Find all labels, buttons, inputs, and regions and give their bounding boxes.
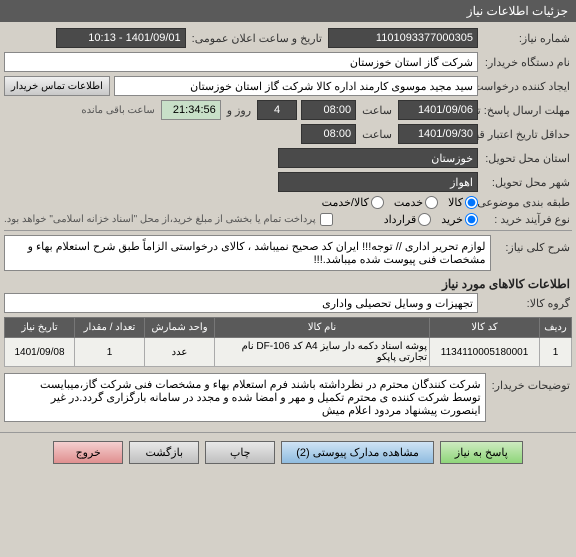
radio-kala-label: کالا bbox=[448, 196, 463, 209]
th-row: ردیف bbox=[540, 318, 572, 338]
radio-khedmat[interactable] bbox=[425, 196, 438, 209]
radio-contract[interactable] bbox=[418, 213, 431, 226]
treasury-note: پرداخت تمام یا بخشی از مبلغ خرید،از محل … bbox=[4, 214, 316, 225]
city-label: شهر محل تحویل: bbox=[482, 176, 572, 189]
time-label-2: ساعت bbox=[360, 128, 394, 141]
radio-buy-label: خرید bbox=[441, 213, 463, 226]
remain-time-field bbox=[161, 100, 221, 120]
print-button[interactable]: چاپ bbox=[205, 441, 275, 464]
radio-buy[interactable] bbox=[465, 213, 478, 226]
th-date: تاریخ نیاز bbox=[5, 318, 75, 338]
process-radio-group: خرید قرارداد bbox=[384, 213, 478, 226]
buyer-notes-text: شرکت کنندگان محترم در نظرداشته باشند فرم… bbox=[4, 373, 486, 422]
need-desc-label: شرح کلی نیاز: bbox=[495, 235, 572, 254]
respond-button[interactable]: پاسخ به نیاز bbox=[440, 441, 523, 464]
category-radio-group: کالا خدمت کالا/خدمت bbox=[322, 196, 478, 209]
city-field bbox=[278, 172, 478, 192]
title-bar: جزئیات اطلاعات نیاز bbox=[0, 0, 576, 22]
day-and-label: روز و bbox=[225, 104, 253, 117]
items-section-title: اطلاعات کالاهای مورد نیاز bbox=[6, 277, 570, 291]
cell-unit: عدد bbox=[145, 338, 215, 367]
th-code: کد کالا bbox=[430, 318, 540, 338]
deadline-send-label: مهلت ارسال پاسخ: تا تاریخ: bbox=[482, 104, 572, 117]
remaining-label: ساعت باقی مانده bbox=[79, 105, 156, 116]
th-qty: تعداد / مقدار bbox=[75, 318, 145, 338]
buyer-label: نام دستگاه خریدار: bbox=[482, 56, 572, 69]
need-desc-text: لوازم تحریر اداری // توجه!!! ایران کد صح… bbox=[4, 235, 491, 271]
main-panel: شماره نیاز: تاریخ و ساعت اعلان عمومی: نا… bbox=[0, 22, 576, 432]
exit-button[interactable]: خروج bbox=[53, 441, 123, 464]
remain-days-field bbox=[257, 100, 297, 120]
province-field bbox=[278, 148, 478, 168]
deadline-date-field bbox=[398, 100, 478, 120]
valid-date-field bbox=[398, 124, 478, 144]
category-label: طبقه بندی موضوعی: bbox=[482, 196, 572, 209]
need-no-label: شماره نیاز: bbox=[482, 32, 572, 45]
back-button[interactable]: بازگشت bbox=[129, 441, 199, 464]
table-header-row: ردیف کد کالا نام کالا واحد شمارش تعداد /… bbox=[5, 318, 572, 338]
announce-field bbox=[56, 28, 186, 48]
radio-contract-label: قرارداد bbox=[384, 213, 417, 226]
process-label: نوع فرآیند خرید : bbox=[482, 213, 572, 226]
window-title: جزئیات اطلاعات نیاز bbox=[467, 4, 568, 18]
requester-label: ایجاد کننده درخواست: bbox=[482, 80, 572, 93]
radio-kala[interactable] bbox=[465, 196, 478, 209]
table-row[interactable]: 1 1134110005180001 پوشه اسناد دکمه دار س… bbox=[5, 338, 572, 367]
announce-label: تاریخ و ساعت اعلان عمومی: bbox=[190, 32, 324, 45]
need-no-field bbox=[328, 28, 478, 48]
separator-1 bbox=[4, 230, 572, 231]
attachments-button[interactable]: مشاهده مدارک پیوستی (2) bbox=[281, 441, 434, 464]
treasury-checkbox[interactable] bbox=[320, 213, 333, 226]
deadline-time-field bbox=[301, 100, 356, 120]
cell-qty: 1 bbox=[75, 338, 145, 367]
buyer-field bbox=[4, 52, 478, 72]
radio-both-label: کالا/خدمت bbox=[322, 196, 369, 209]
radio-both[interactable] bbox=[371, 196, 384, 209]
cell-name: پوشه اسناد دکمه دار سایز A4 کد DF-106 نا… bbox=[215, 338, 430, 367]
items-table: ردیف کد کالا نام کالا واحد شمارش تعداد /… bbox=[4, 317, 572, 367]
th-unit: واحد شمارش bbox=[145, 318, 215, 338]
cell-code: 1134110005180001 bbox=[430, 338, 540, 367]
deadline-valid-label: حداقل تاریخ اعتبار قیمت تا تاریخ: bbox=[482, 128, 572, 141]
cell-rownum: 1 bbox=[540, 338, 572, 367]
radio-khedmat-label: خدمت bbox=[394, 196, 423, 209]
th-name: نام کالا bbox=[215, 318, 430, 338]
requester-field bbox=[114, 76, 478, 96]
valid-time-field bbox=[301, 124, 356, 144]
buyer-notes-label: توضیحات خریدار: bbox=[490, 373, 572, 392]
group-field bbox=[4, 293, 478, 313]
cell-date: 1401/09/08 bbox=[5, 338, 75, 367]
footer-buttons: پاسخ به نیاز مشاهده مدارک پیوستی (2) چاپ… bbox=[0, 432, 576, 472]
time-label-1: ساعت bbox=[360, 104, 394, 117]
contact-buyer-button[interactable]: اطلاعات تماس خریدار bbox=[4, 76, 110, 96]
province-label: استان محل تحویل: bbox=[482, 152, 572, 165]
group-label: گروه کالا: bbox=[482, 297, 572, 310]
